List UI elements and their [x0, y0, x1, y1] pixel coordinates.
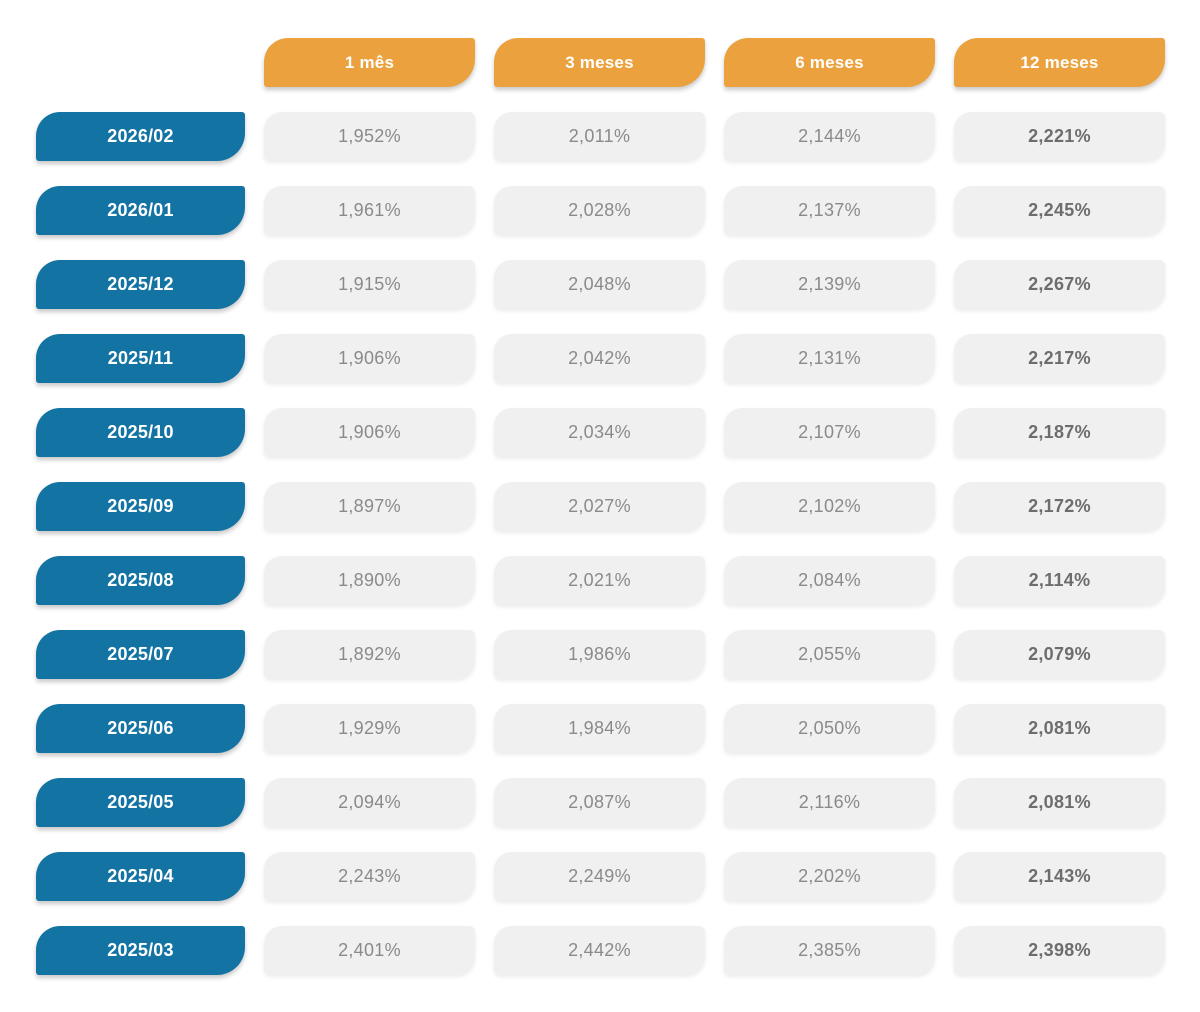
value-cell: 2,401%	[264, 926, 475, 975]
value-cell: 2,267%	[954, 260, 1165, 309]
value-cell: 2,102%	[724, 482, 935, 531]
value-cell: 2,172%	[954, 482, 1165, 531]
row-label: 2026/02	[36, 112, 245, 161]
value-cell: 2,027%	[494, 482, 705, 531]
value-cell: 2,137%	[724, 186, 935, 235]
value-cell: 2,081%	[954, 704, 1165, 753]
column-header-12-meses: 12 meses	[954, 38, 1165, 87]
value-cell: 1,952%	[264, 112, 475, 161]
value-cell: 1,892%	[264, 630, 475, 679]
value-cell: 1,890%	[264, 556, 475, 605]
row-label: 2025/08	[36, 556, 245, 605]
column-header-3-meses: 3 meses	[494, 38, 705, 87]
value-cell: 1,897%	[264, 482, 475, 531]
value-cell: 2,094%	[264, 778, 475, 827]
value-cell: 2,202%	[724, 852, 935, 901]
value-cell: 2,144%	[724, 112, 935, 161]
value-cell: 2,114%	[954, 556, 1165, 605]
value-cell: 2,084%	[724, 556, 935, 605]
value-cell: 2,081%	[954, 778, 1165, 827]
value-cell: 2,087%	[494, 778, 705, 827]
row-label: 2026/01	[36, 186, 245, 235]
value-cell: 2,243%	[264, 852, 475, 901]
row-label: 2025/06	[36, 704, 245, 753]
value-cell: 1,986%	[494, 630, 705, 679]
value-cell: 2,139%	[724, 260, 935, 309]
value-cell: 1,929%	[264, 704, 475, 753]
value-cell: 2,107%	[724, 408, 935, 457]
value-cell: 2,116%	[724, 778, 935, 827]
value-cell: 2,034%	[494, 408, 705, 457]
row-label: 2025/05	[36, 778, 245, 827]
value-cell: 1,984%	[494, 704, 705, 753]
value-cell: 2,055%	[724, 630, 935, 679]
rates-table: 1 mês 3 meses 6 meses 12 meses 2026/02 1…	[36, 38, 1165, 975]
value-cell: 2,245%	[954, 186, 1165, 235]
row-label: 2025/11	[36, 334, 245, 383]
value-cell: 2,221%	[954, 112, 1165, 161]
value-cell: 2,217%	[954, 334, 1165, 383]
value-cell: 2,028%	[494, 186, 705, 235]
value-cell: 2,050%	[724, 704, 935, 753]
row-label: 2025/03	[36, 926, 245, 975]
value-cell: 2,143%	[954, 852, 1165, 901]
column-header-1-mes: 1 mês	[264, 38, 475, 87]
row-label: 2025/07	[36, 630, 245, 679]
value-cell: 2,187%	[954, 408, 1165, 457]
value-cell: 2,048%	[494, 260, 705, 309]
value-cell: 2,131%	[724, 334, 935, 383]
value-cell: 1,906%	[264, 408, 475, 457]
value-cell: 1,915%	[264, 260, 475, 309]
value-cell: 2,042%	[494, 334, 705, 383]
row-label: 2025/10	[36, 408, 245, 457]
corner-spacer	[36, 38, 245, 87]
value-cell: 2,442%	[494, 926, 705, 975]
value-cell: 1,961%	[264, 186, 475, 235]
row-label: 2025/09	[36, 482, 245, 531]
value-cell: 2,398%	[954, 926, 1165, 975]
row-label: 2025/04	[36, 852, 245, 901]
value-cell: 1,906%	[264, 334, 475, 383]
value-cell: 2,021%	[494, 556, 705, 605]
column-header-6-meses: 6 meses	[724, 38, 935, 87]
value-cell: 2,385%	[724, 926, 935, 975]
row-label: 2025/12	[36, 260, 245, 309]
value-cell: 2,249%	[494, 852, 705, 901]
value-cell: 2,011%	[494, 112, 705, 161]
value-cell: 2,079%	[954, 630, 1165, 679]
